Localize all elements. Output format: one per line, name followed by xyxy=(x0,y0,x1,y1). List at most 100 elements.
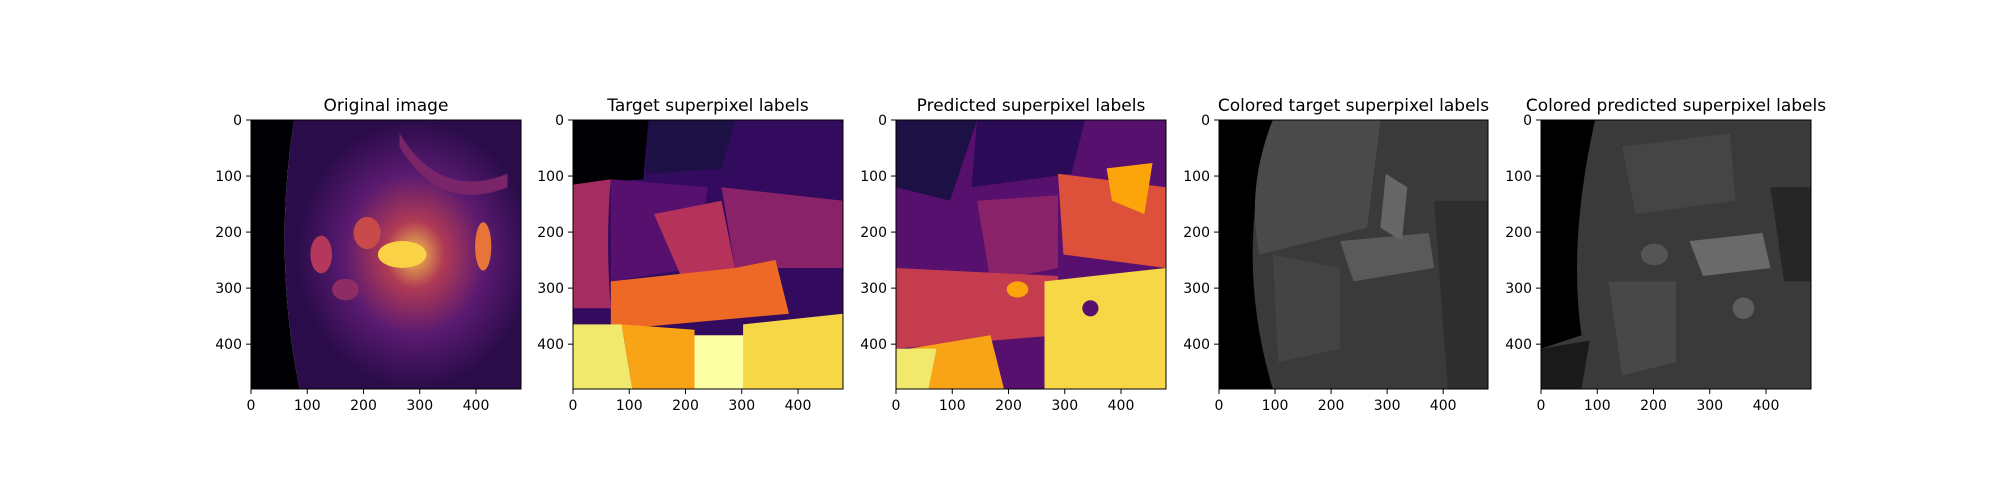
image-region xyxy=(475,222,492,271)
image-region xyxy=(721,187,843,268)
image-region xyxy=(1689,233,1771,276)
y-tick-label: 400 xyxy=(1505,337,1532,353)
x-tick-label: 200 xyxy=(350,398,377,414)
x-tick-label: 200 xyxy=(672,398,699,414)
image-region xyxy=(1340,233,1435,282)
axes-frame xyxy=(1540,119,1812,390)
image-region xyxy=(645,120,735,174)
x-tick-label: 200 xyxy=(1640,398,1667,414)
y-tick-label: 400 xyxy=(860,337,887,353)
image-region xyxy=(1622,133,1736,215)
y-tick-label: 300 xyxy=(1183,281,1210,297)
x-tick-label: 400 xyxy=(1108,398,1135,414)
panel-4: Colored target superpixel labels 0 100 200 3… xyxy=(1183,96,1489,414)
image-region xyxy=(1541,120,1811,389)
axes-frame xyxy=(895,119,1167,390)
x-tick-label: 100 xyxy=(616,398,643,414)
x-tick-label: 100 xyxy=(1262,398,1289,414)
image-region xyxy=(573,120,649,185)
x-tick-label: 400 xyxy=(1430,398,1457,414)
x-tick-label: 300 xyxy=(406,398,433,414)
x-tick-label: 100 xyxy=(294,398,321,414)
y-tick-label: 0 xyxy=(1523,113,1532,129)
panel-2: Target superpixel labels 0 100 200 300 400 0 10… xyxy=(537,96,844,414)
image-region xyxy=(377,241,427,268)
y-tick-label: 100 xyxy=(1183,169,1210,185)
axes-frame xyxy=(572,119,844,390)
image-region xyxy=(743,313,843,389)
image-region xyxy=(1732,297,1755,320)
y-tick-label: 400 xyxy=(1183,337,1210,353)
image-region xyxy=(977,195,1058,282)
y-tick-label: 100 xyxy=(215,169,242,185)
y-tick-label: 100 xyxy=(537,169,564,185)
image-region xyxy=(1434,200,1488,389)
y-tick-label: 400 xyxy=(537,337,564,353)
y-tick-label: 200 xyxy=(215,225,242,241)
y-tick-label: 300 xyxy=(215,281,242,297)
image-region xyxy=(896,348,937,389)
x-tick-label: 0 xyxy=(247,398,256,414)
image-region xyxy=(621,324,695,389)
image-region xyxy=(1608,281,1676,376)
image-region xyxy=(332,278,359,301)
image-area xyxy=(1219,120,1488,389)
x-tick-label: 200 xyxy=(995,398,1022,414)
axes-frame xyxy=(250,119,522,390)
x-tick-label: 300 xyxy=(728,398,755,414)
axes-frame xyxy=(1218,119,1489,390)
panel-3: Predicted superpixel labels 0 100 200 300 400… xyxy=(860,96,1167,414)
y-tick-label: 100 xyxy=(1505,169,1532,185)
image-region xyxy=(573,179,611,309)
y-tick-label: 0 xyxy=(878,113,887,129)
image-region xyxy=(896,268,1058,349)
y-tick-label: 300 xyxy=(1505,281,1532,297)
image-region xyxy=(1254,120,1381,255)
image-region xyxy=(353,216,381,250)
x-tick-label: 0 xyxy=(569,398,578,414)
image-region xyxy=(1640,243,1668,266)
image-area xyxy=(896,120,1166,389)
y-tick-label: 0 xyxy=(1201,113,1210,129)
image-region xyxy=(399,133,508,195)
panel-title: Original image xyxy=(324,96,449,116)
x-tick-label: 400 xyxy=(463,398,490,414)
x-tick-label: 0 xyxy=(1215,398,1224,414)
image-area xyxy=(251,120,521,389)
x-tick-label: 400 xyxy=(1753,398,1780,414)
image-region xyxy=(573,324,633,389)
panel-1: Original image 0 100 200 300 400 0 100 200 300 400 xyxy=(215,96,522,414)
image-region xyxy=(1541,340,1590,389)
image-area xyxy=(1541,120,1811,389)
x-tick-label: 300 xyxy=(1051,398,1078,414)
y-tick-label: 200 xyxy=(537,225,564,241)
x-tick-label: 0 xyxy=(1537,398,1546,414)
image-region xyxy=(610,259,789,330)
y-tick-label: 300 xyxy=(860,281,887,297)
image-region xyxy=(896,120,977,201)
x-tick-label: 100 xyxy=(939,398,966,414)
x-tick-label: 300 xyxy=(1374,398,1401,414)
x-tick-label: 200 xyxy=(1318,398,1345,414)
image-region xyxy=(1380,173,1408,242)
x-tick-label: 300 xyxy=(1696,398,1723,414)
image-region xyxy=(1082,300,1099,317)
image-region xyxy=(1541,120,1595,349)
image-region xyxy=(1272,254,1340,363)
y-tick-label: 400 xyxy=(215,337,242,353)
y-tick-label: 100 xyxy=(860,169,887,185)
image-region xyxy=(1770,187,1811,282)
image-region xyxy=(654,200,735,276)
y-tick-label: 0 xyxy=(555,113,564,129)
x-tick-label: 0 xyxy=(892,398,901,414)
image-area xyxy=(573,120,843,389)
image-region xyxy=(694,335,749,389)
y-tick-label: 200 xyxy=(1183,225,1210,241)
panel-title: Target superpixel labels xyxy=(606,96,809,116)
image-region xyxy=(1219,120,1273,389)
image-region xyxy=(310,235,333,274)
x-tick-label: 400 xyxy=(785,398,812,414)
image-region xyxy=(971,120,1085,188)
